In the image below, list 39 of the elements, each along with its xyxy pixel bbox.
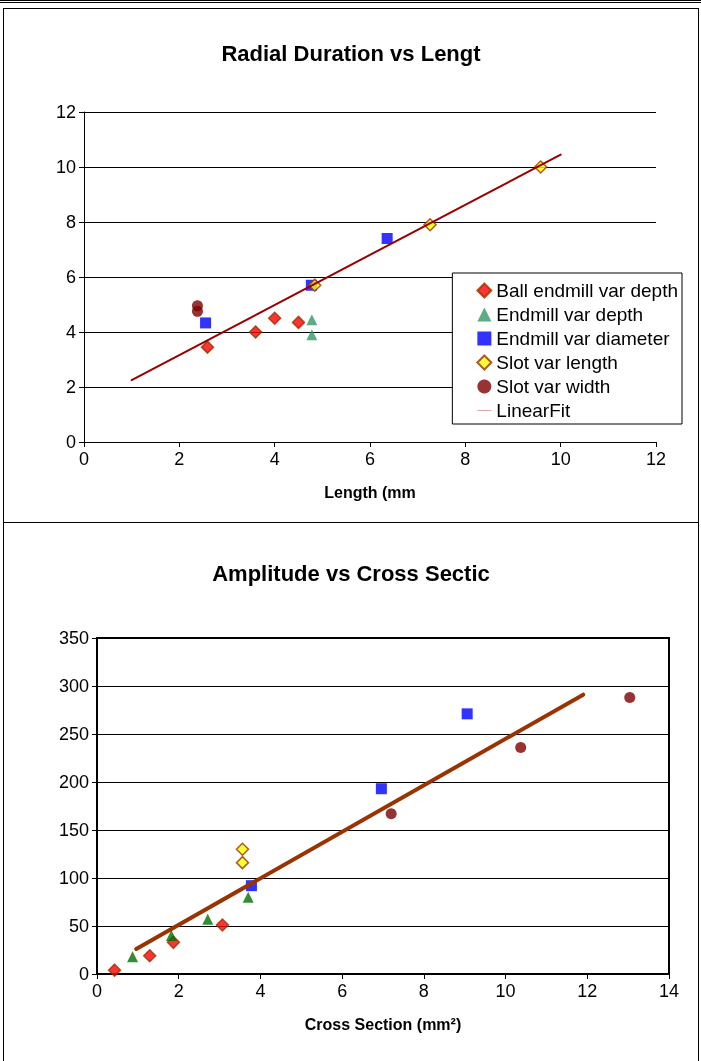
legend-label: Endmill var diameter: [496, 328, 671, 349]
y-tick-label: 100: [58, 868, 89, 888]
x-tick-label: 8: [418, 981, 429, 1001]
y-tick-label: 250: [58, 724, 89, 744]
x-tick-label: 6: [364, 449, 376, 469]
x-tick-label: 8: [460, 449, 471, 469]
legend-label: Slot var width: [496, 376, 611, 397]
legend-label: Ball endmill var depth: [496, 280, 679, 301]
y-tick-label: 10: [55, 157, 76, 177]
x-tick-label: 6: [337, 981, 348, 1001]
y-tick-label: 0: [78, 964, 89, 984]
y-tick-label: 0: [65, 432, 76, 452]
legend-label: Endmill var depth: [496, 304, 644, 325]
x-tick-label: 12: [645, 449, 667, 469]
y-tick-label: 6: [65, 267, 76, 287]
legend-label: Slot var length: [496, 352, 618, 373]
x-axis-title: Cross Section (mm²): [304, 1015, 462, 1033]
x-tick-label: 14: [658, 981, 680, 1001]
x-tick-label: 2: [173, 981, 184, 1001]
x-tick-label: 4: [269, 449, 280, 469]
legend-label: LinearFit: [496, 400, 571, 421]
y-tick-label: 2: [65, 377, 76, 397]
x-tick-label: 12: [577, 981, 598, 1001]
x-tick-label: 10: [495, 981, 516, 1001]
y-tick-label: 200: [58, 772, 89, 792]
chart-title: Radial Duration vs Lengt: [221, 40, 482, 66]
y-tick-label: 350: [58, 628, 89, 648]
x-axis-title: Length (mm: [324, 483, 416, 501]
x-tick-label: 0: [91, 981, 103, 1001]
x-tick-label: 2: [174, 449, 185, 469]
y-tick-label: 50: [68, 916, 89, 936]
x-tick-label: 4: [255, 981, 266, 1001]
y-tick-label: 12: [55, 102, 76, 122]
chart-title: Amplitude vs Cross Sectic: [212, 560, 490, 586]
y-tick-label: 150: [58, 820, 89, 840]
x-tick-label: 10: [550, 449, 571, 469]
y-tick-label: 4: [65, 322, 76, 342]
y-tick-label: 8: [65, 212, 76, 232]
y-tick-label: 300: [58, 676, 89, 696]
